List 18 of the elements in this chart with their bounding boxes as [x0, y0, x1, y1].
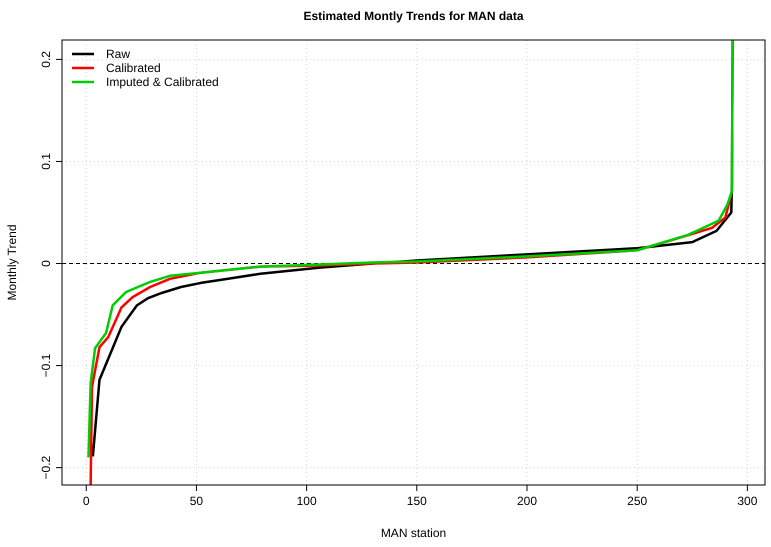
x-tick-label: 250 [627, 494, 648, 508]
x-tick-label: 150 [406, 494, 428, 508]
chart-title: Estimated Montly Trends for MAN data [303, 9, 524, 23]
legend-label: Calibrated [106, 61, 161, 75]
x-tick-label: 100 [296, 494, 317, 508]
x-tick-label: 50 [190, 494, 204, 508]
legend-label: Raw [106, 47, 130, 61]
x-tick-label: 0 [82, 494, 90, 508]
y-tick-label: −0.2 [39, 455, 53, 480]
y-tick-label: 0.2 [39, 50, 53, 68]
y-tick-label: −0.1 [39, 353, 53, 378]
y-tick-label: 0.1 [39, 152, 53, 170]
x-axis-title: MAN station [380, 526, 446, 540]
x-tick-label: 200 [516, 494, 538, 508]
y-axis-title: Monthly Trend [5, 224, 19, 301]
legend-label: Imputed & Calibrated [106, 75, 219, 89]
x-tick-label: 300 [737, 494, 758, 508]
y-tick-label: 0 [39, 260, 53, 267]
